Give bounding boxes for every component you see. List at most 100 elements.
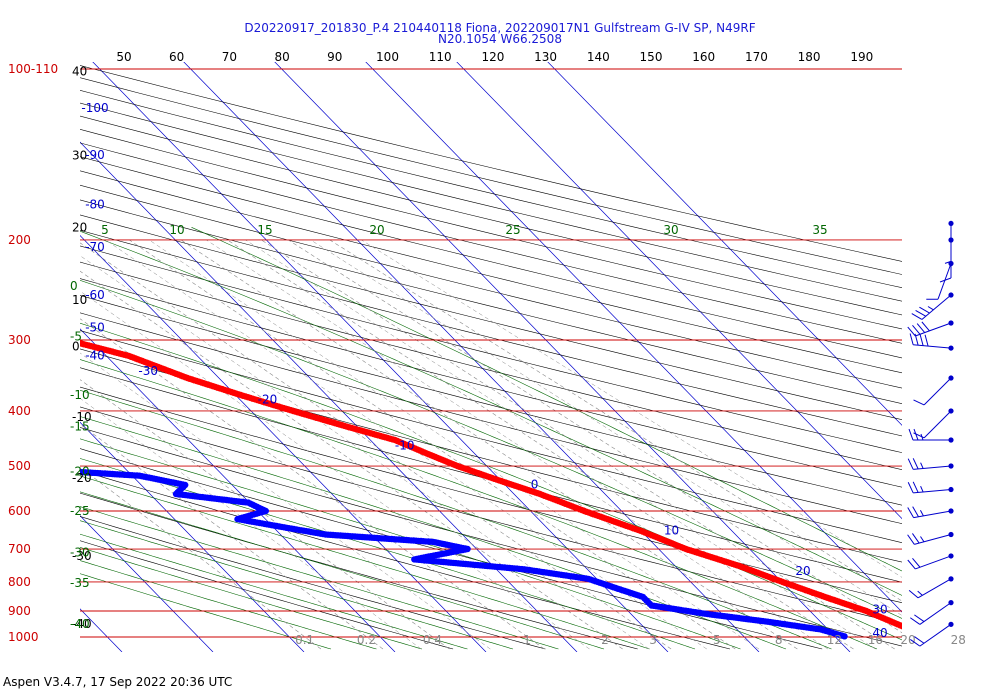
temperature-point <box>49 331 55 337</box>
temperature-point <box>42 328 48 334</box>
isotherm-label: 30 <box>872 603 887 617</box>
moist-adiabat-line <box>80 322 902 641</box>
dewpoint-point <box>60 468 66 474</box>
isotherm-label: 10 <box>664 524 679 538</box>
wind-barb-flag <box>907 482 914 494</box>
wind-barb-staff <box>919 623 952 647</box>
wind-barb-flag <box>916 323 926 333</box>
dewpoint-point <box>50 467 56 473</box>
isotherm-label: -50 <box>85 321 105 335</box>
pressure-label: 400 <box>8 404 31 418</box>
pressure-label: 800 <box>8 575 31 589</box>
wind-barb-flag <box>909 639 921 647</box>
temperature-point <box>40 327 46 333</box>
temperature-point <box>34 324 40 330</box>
dry-adiabat-line <box>80 199 902 404</box>
mixing-ratio-label: 16 <box>868 633 883 647</box>
temperature-point <box>51 331 57 337</box>
temperature-point <box>10 316 16 322</box>
dewpoint-point <box>30 466 36 472</box>
dry-adiabat-line <box>80 245 902 453</box>
dry-adiabat-line <box>80 312 902 524</box>
wind-barb-flag <box>908 428 914 441</box>
dry-adiabat-line <box>80 214 902 420</box>
wind-barb-flag <box>912 557 921 568</box>
height-label: -10 <box>72 410 92 424</box>
moist-adiabat-line <box>80 520 514 650</box>
temperature-point <box>53 332 59 338</box>
temperature-point <box>31 323 37 329</box>
dewpoint-point <box>33 466 39 472</box>
mixing-ratio-label: 3 <box>649 633 657 647</box>
pressure-label: 1000 <box>8 630 39 644</box>
dewpoint-point <box>841 633 848 640</box>
wind-barb-flag <box>912 481 919 493</box>
temperature-point <box>62 336 68 342</box>
moist-adiabat-line <box>80 560 377 650</box>
isotherm-line <box>274 62 851 652</box>
mixing-ratio-line <box>80 318 545 650</box>
wind-barb-flag <box>914 636 925 644</box>
height-label: 10 <box>72 293 87 307</box>
pressure-label: 700 <box>8 542 31 556</box>
height-label: 20 <box>72 220 87 234</box>
height-label: -20 <box>72 471 92 485</box>
dry-adiabat-line <box>80 516 546 650</box>
moist-adiabat-left-label: -30 <box>70 546 90 560</box>
isotherm-line <box>80 421 305 652</box>
wind-barb-flag <box>911 313 923 320</box>
height-label: 40 <box>72 64 87 78</box>
wind-barb-flag <box>924 334 929 347</box>
mixing-ratio-line <box>80 242 672 650</box>
moist-adiabat-line <box>80 458 696 650</box>
top-axis-tick-label: 120 <box>481 50 504 64</box>
temperature-point <box>17 319 23 325</box>
moist-adiabat-line <box>80 533 468 650</box>
temperature-point <box>19 320 25 326</box>
top-axis-tick-label: 110 <box>429 50 452 64</box>
dewpoint-point <box>38 466 44 472</box>
height-label: 30 <box>72 148 87 162</box>
wind-barbs <box>907 220 954 647</box>
mixing-ratio-label: 8 <box>775 633 783 647</box>
top-axis-tick-label: 150 <box>640 50 663 64</box>
wind-barb-flag <box>914 333 919 346</box>
temperature-point <box>899 623 902 630</box>
dry-adiabat-line <box>80 261 902 471</box>
dry-adiabat-line <box>80 278 902 488</box>
isotherm-line <box>80 235 487 652</box>
pressure-label: 200 <box>8 233 31 247</box>
dry-adiabat-line <box>80 427 902 647</box>
wind-barb-flag <box>913 428 919 441</box>
grid-lines <box>80 62 902 652</box>
temperature-point <box>15 318 21 324</box>
mixing-ratio-line <box>80 270 623 650</box>
temperature-point <box>3 314 9 320</box>
dry-adiabat-line <box>80 492 638 650</box>
isotherm-line <box>365 62 902 613</box>
mixing-ratio-label: 5 <box>713 633 721 647</box>
mixing-ratio-label: 12 <box>827 633 842 647</box>
temperature-point <box>906 626 912 632</box>
dewpoint-point <box>53 467 59 473</box>
mixing-ratio-line <box>105 239 707 650</box>
dry-adiabat-line <box>80 295 902 506</box>
temperature-point <box>56 333 62 339</box>
dewpoint-point <box>35 466 41 472</box>
temperature-point <box>921 632 927 638</box>
moist-adiabat-left-label: -10 <box>70 388 90 402</box>
wind-barb-flag <box>913 399 925 406</box>
moist-adiabat-line <box>80 506 559 650</box>
mixing-ratio-line <box>245 239 876 650</box>
dry-adiabat-line <box>80 156 902 359</box>
mixing-ratio-line <box>80 397 422 650</box>
top-axis-tick-label: 80 <box>274 50 289 64</box>
moist-adiabat-label: 10 <box>169 223 184 237</box>
top-axis-tick-label: 190 <box>850 50 873 64</box>
moist-adiabat-line <box>80 279 902 619</box>
temperature-point <box>919 631 925 637</box>
temperature-point <box>0 312 4 318</box>
wind-barb-staff <box>923 410 952 439</box>
dewpoint-point <box>1 464 7 470</box>
